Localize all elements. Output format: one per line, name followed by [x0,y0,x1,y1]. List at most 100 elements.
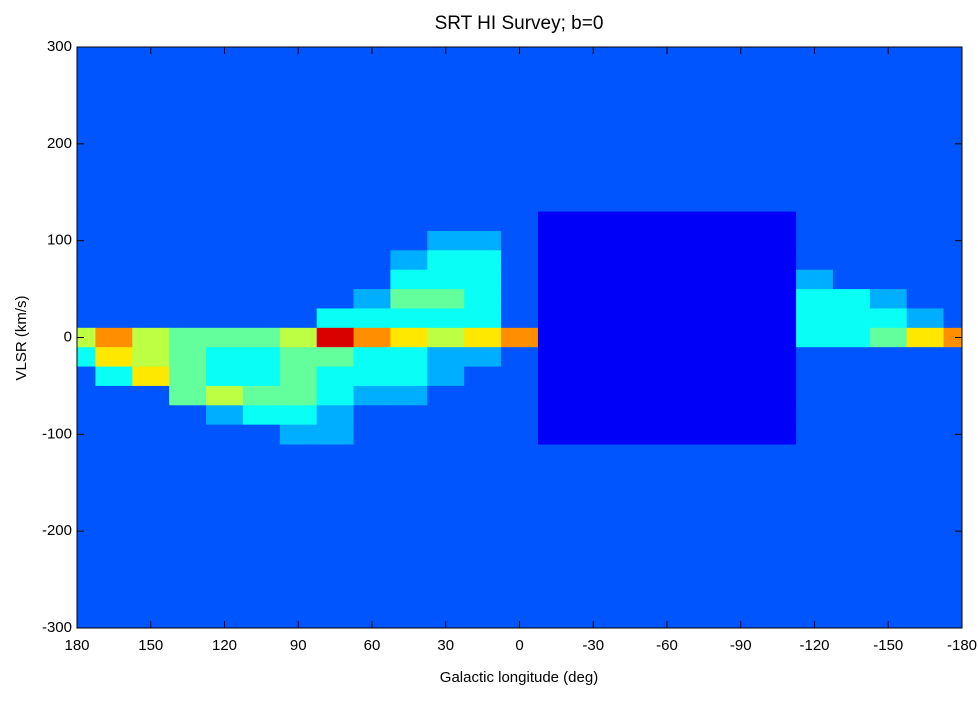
heatmap-cell [390,405,428,426]
heatmap-cell [353,269,391,290]
heatmap-cell [279,405,318,426]
heatmap-cell [501,269,539,290]
heatmap-cell [427,269,465,290]
heatmap-cell [501,230,539,251]
heatmap-cell [427,347,465,368]
heatmap-cell [427,366,465,387]
heatmap-cell [132,250,170,271]
heatmap-cell [95,269,133,290]
heatmap-cell [390,269,428,290]
heatmap-cell [242,230,281,251]
heatmap-cell [95,385,133,406]
heatmap [77,47,962,628]
heatmap-cell [832,424,871,445]
heatmap-cell [95,250,133,271]
heatmap-cell [943,327,962,348]
heatmap-cell [906,289,945,309]
heatmap-cell [316,327,355,348]
heatmap-cell [464,327,502,348]
heatmap-cell [906,424,945,445]
heatmap-cell [316,250,355,271]
heatmap-cell [464,308,502,329]
heatmap-cell [390,424,428,445]
heatmap-cell [242,250,281,271]
heatmap-cell [464,347,502,368]
heatmap-cell [95,405,133,426]
heatmap-cell [537,405,576,426]
heatmap-cell [316,211,355,232]
heatmap-cell [648,366,686,387]
heatmap-cell [77,250,96,271]
heatmap-cell [685,308,723,329]
heatmap-cell [943,211,962,232]
heatmap-cell [279,327,318,348]
heatmap-cell [390,230,428,251]
heatmap-cell [242,289,281,309]
heatmap-cell [759,424,797,445]
heatmap-cell [132,269,170,290]
heatmap-cell [501,366,539,387]
heatmap-cell [648,424,686,445]
heatmap-cell [95,424,133,445]
heatmap-cell [537,366,576,387]
heatmap-cell [169,250,207,271]
heatmap-cell [427,230,465,251]
x-tick-label: -150 [873,637,903,654]
heatmap-cell [77,405,96,426]
heatmap-cell [759,308,797,329]
heatmap-cell [832,211,871,232]
heatmap-cell [796,211,834,232]
heatmap-cell [685,327,723,348]
heatmap-cell [353,289,391,309]
heatmap-cell [501,289,539,309]
x-tick-label: 60 [364,637,381,654]
heatmap-cell [353,385,391,406]
y-tick-label: 100 [47,232,72,249]
heatmap-cell [648,211,686,232]
heatmap-cell [390,308,428,329]
y-tick-label: 0 [64,328,72,345]
heatmap-cell [501,424,539,445]
heatmap-cell [722,250,760,271]
heatmap-cell [279,230,318,251]
heatmap-cell [796,366,834,387]
heatmap-cell [759,405,797,426]
heatmap-cell [906,366,945,387]
heatmap-cell [943,366,962,387]
x-tick-label: 150 [138,637,163,654]
heatmap-cell [501,385,539,406]
heatmap-cell [316,269,355,290]
heatmap-cell [132,385,170,406]
heatmap-cell [169,405,207,426]
x-tick-label: 0 [515,637,523,654]
heatmap-cell [611,289,650,309]
heatmap-cell [206,327,244,348]
heatmap-cell [501,347,539,368]
heatmap-cell [316,289,355,309]
heatmap-cell [242,424,281,445]
x-tick-label: -30 [582,637,604,654]
heatmap-cell [169,385,207,406]
heatmap-cell [648,347,686,368]
heatmap-cell [537,250,576,271]
heatmap-cell [722,230,760,251]
heatmap-cell [685,250,723,271]
heatmap-cell [759,250,797,271]
heatmap-cell [537,211,576,232]
y-tick-label: 200 [47,135,72,152]
heatmap-cell [95,327,133,348]
heatmap-cell [869,308,908,329]
heatmap-cell [906,250,945,271]
heatmap-cell [169,308,207,329]
heatmap-cell [869,250,908,271]
heatmap-cell [169,211,207,232]
heatmap-cell [427,250,465,271]
heatmap-cell [832,269,871,290]
heatmap-cell [390,211,428,232]
heatmap-cell [943,347,962,368]
heatmap-cell [869,289,908,309]
heatmap-cell [759,366,797,387]
heatmap-cell [206,366,244,387]
heatmap-cell [77,211,96,232]
